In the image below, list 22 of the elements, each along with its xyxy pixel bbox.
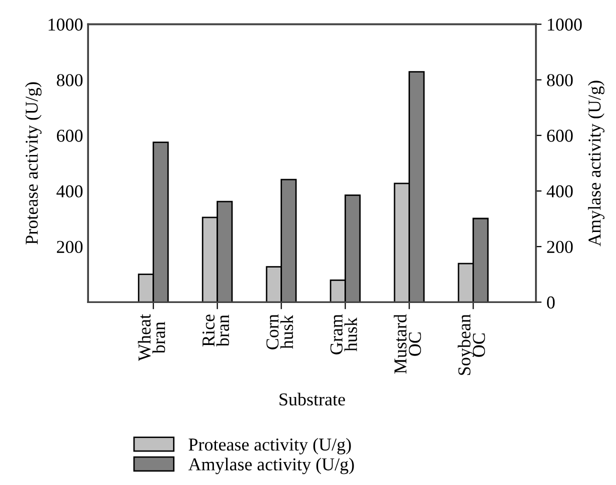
x-axis-title: Substrate xyxy=(280,392,345,406)
x-tick-label: Rice bran xyxy=(202,314,230,347)
y-tick-label: 600 xyxy=(56,130,83,142)
y2-tick-label: 600 xyxy=(547,130,573,142)
x-tick-label: Corn husk xyxy=(266,314,294,350)
y2-tick-label: 200 xyxy=(547,240,573,254)
legend-label: Amylase activity (U/g) xyxy=(188,458,354,474)
y-tick-label: 200 xyxy=(56,240,83,254)
y2-axis-title: Amylase activity (U/g) xyxy=(588,80,604,246)
y2-tick-label: 400 xyxy=(546,185,573,198)
y2-tick-label: 1000 xyxy=(548,18,582,31)
x-tick-label: Gram husk xyxy=(330,314,358,354)
y-axis-title: Protease activity (U/g) xyxy=(25,82,42,244)
y-tick-label: 800 xyxy=(56,74,83,86)
x-tick-label: Wheat bran xyxy=(138,314,166,362)
y2-tick-label: 800 xyxy=(547,74,573,86)
x-tick-label: Soybean OC xyxy=(458,314,486,375)
y-tick-label: 1000 xyxy=(48,18,83,31)
legend-label: Protease activity (U/g) xyxy=(188,438,351,454)
y-tick-label: 400 xyxy=(56,185,83,198)
y2-tick-label: 0 xyxy=(547,296,555,309)
x-tick-label: Mustard OC xyxy=(394,314,422,374)
